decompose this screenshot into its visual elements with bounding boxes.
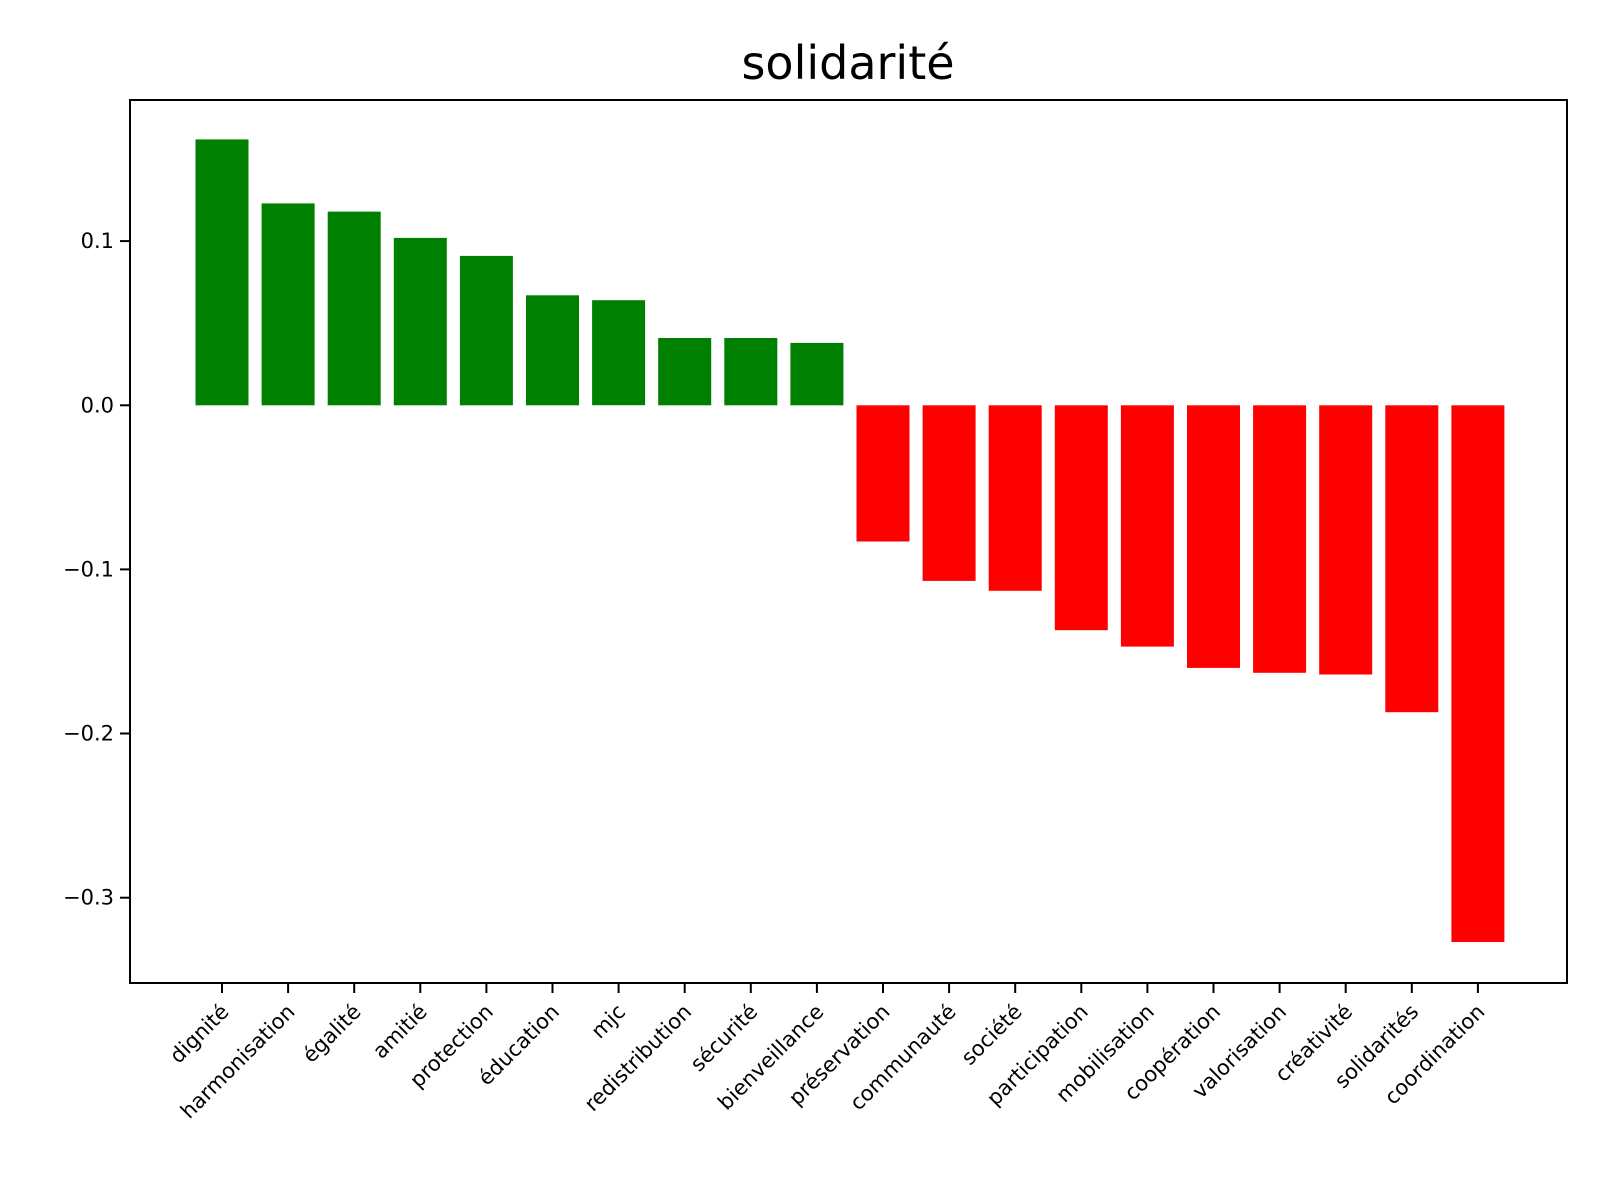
bar <box>261 203 315 406</box>
bar <box>790 342 844 406</box>
bar <box>1120 405 1174 647</box>
x-tick-label: harmonisation <box>176 1000 300 1124</box>
bar <box>459 255 513 406</box>
y-tick-label: 0.0 <box>81 393 114 417</box>
bar <box>988 405 1042 591</box>
bar <box>195 139 249 406</box>
plot-frame <box>129 99 1568 984</box>
y-tick-label: −0.1 <box>63 557 114 581</box>
bar <box>1385 405 1439 713</box>
bar <box>1253 405 1307 673</box>
bar <box>724 338 778 406</box>
bar <box>856 405 910 542</box>
bar <box>1319 405 1373 675</box>
bar <box>393 237 447 406</box>
bar <box>922 405 976 581</box>
y-tick-label: 0.1 <box>81 229 114 253</box>
bar <box>1451 405 1505 942</box>
chart-title: solidarité <box>741 36 954 90</box>
bar <box>592 300 646 406</box>
y-tick-label: −0.3 <box>63 886 114 910</box>
x-tick-label: amitié <box>368 1000 432 1064</box>
y-tick-label: −0.2 <box>63 722 114 746</box>
x-tick-label: égalité <box>298 1000 366 1068</box>
x-tick-label: mjc <box>586 1000 630 1044</box>
bar <box>658 338 712 406</box>
bar <box>1054 405 1108 631</box>
bar <box>327 211 381 406</box>
bars-layer <box>195 139 1505 942</box>
bar <box>1187 405 1240 668</box>
bar <box>526 295 579 406</box>
